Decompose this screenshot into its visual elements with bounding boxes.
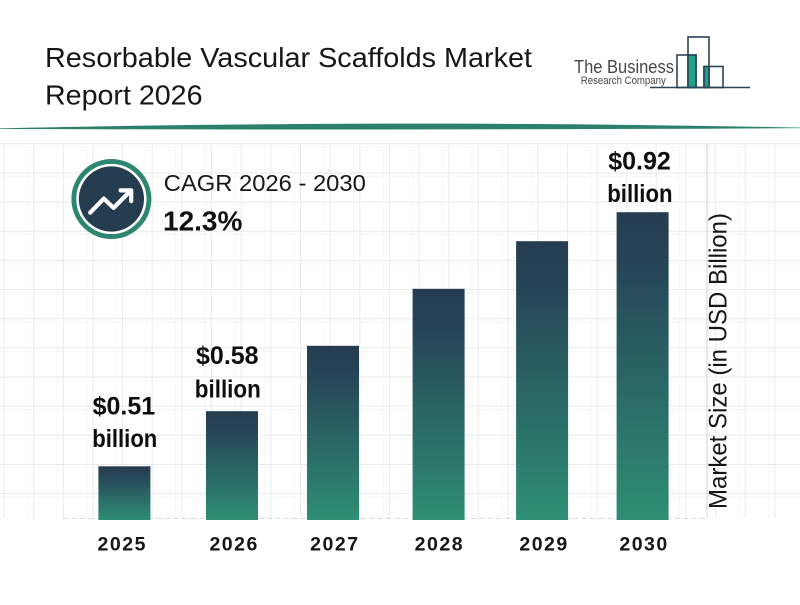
svg-text:billion: billion	[195, 376, 261, 404]
svg-text:2025: 2025	[98, 533, 146, 555]
svg-text:Report 2026: Report 2026	[45, 79, 203, 110]
svg-text:The Business: The Business	[574, 56, 674, 77]
svg-text:billion: billion	[92, 425, 157, 453]
svg-text:$0.51: $0.51	[93, 393, 156, 421]
svg-text:Market Size (in USD Billion): Market Size (in USD Billion)	[705, 213, 733, 509]
svg-text:Resorbable Vascular Scaffolds: Resorbable Vascular Scaffolds Market	[45, 42, 532, 73]
svg-text:2030: 2030	[619, 533, 667, 555]
svg-text:2027: 2027	[310, 533, 358, 555]
svg-text:Research Company: Research Company	[581, 75, 666, 87]
svg-text:$0.92: $0.92	[608, 148, 671, 176]
svg-text:2029: 2029	[519, 533, 567, 555]
svg-text:2028: 2028	[415, 533, 463, 555]
svg-text:12.3%: 12.3%	[163, 205, 242, 236]
svg-text:CAGR 2026 - 2030: CAGR 2026 - 2030	[164, 170, 366, 196]
svg-text:$0.58: $0.58	[196, 342, 259, 370]
svg-text:billion: billion	[607, 180, 672, 208]
svg-text:2026: 2026	[209, 533, 257, 555]
